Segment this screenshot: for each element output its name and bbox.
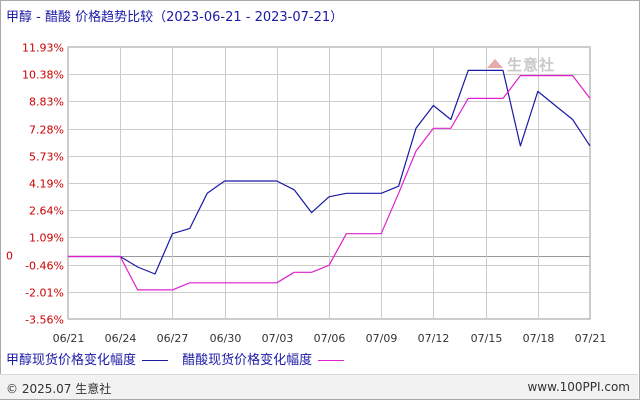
watermark-logo: 生意社 bbox=[487, 54, 555, 75]
y-tick-label: 8.83% bbox=[29, 96, 64, 109]
x-tick-label: 07/15 bbox=[471, 332, 503, 345]
footer-copyright: © 2025.07 生意社 bbox=[6, 382, 112, 396]
series-line-methanol bbox=[68, 69, 591, 275]
x-tick-label: 06/21 bbox=[53, 332, 85, 345]
x-tick-label: 07/03 bbox=[262, 332, 294, 345]
x-tick-label: 07/06 bbox=[314, 332, 346, 345]
x-tick-label: 06/30 bbox=[210, 332, 242, 345]
chart-title: 甲醇 - 醋酸 价格趋势比较（2023-06-21 - 2023-07-21） bbox=[6, 10, 344, 25]
legend-label-methanol: 甲醇现货价格变化幅度 bbox=[6, 353, 137, 368]
series-line-acetic bbox=[68, 74, 591, 291]
footer-site-link[interactable]: www.100PPI.com bbox=[527, 380, 630, 394]
legend-label-acetic: 醋酸现货价格变化幅度 bbox=[182, 353, 313, 368]
y-tick-label: 1.09% bbox=[29, 232, 64, 245]
watermark-text: 生意社 bbox=[507, 56, 556, 74]
y-tick-label: 10.38% bbox=[22, 69, 64, 82]
legend-swatch-methanol bbox=[142, 360, 169, 361]
y-tick-label: 5.73% bbox=[29, 151, 64, 164]
x-tick-label: 07/18 bbox=[523, 332, 555, 345]
x-tick-label: 07/21 bbox=[575, 332, 607, 345]
legend-swatch-acetic bbox=[318, 360, 345, 361]
y-tick-label: -0.46% bbox=[25, 260, 64, 273]
zero-label: 0 bbox=[6, 250, 13, 263]
y-tick-label: -3.56% bbox=[25, 314, 64, 327]
y-tick-label: 2.64% bbox=[29, 205, 64, 218]
x-tick-label: 07/12 bbox=[418, 332, 450, 345]
y-tick-label: -2.01% bbox=[25, 287, 64, 300]
y-tick-label: 11.93% bbox=[22, 42, 64, 55]
y-tick-label: 7.28% bbox=[29, 124, 64, 137]
y-tick-label: 4.19% bbox=[29, 178, 64, 191]
footer: © 2025.07 生意社 www.100PPI.com bbox=[0, 374, 638, 399]
chart-legend: 甲醇现货价格变化幅度 醋酸现货价格变化幅度 bbox=[6, 349, 354, 368]
legend-item-methanol: 甲醇现货价格变化幅度 bbox=[6, 349, 169, 368]
legend-item-acetic: 醋酸现货价格变化幅度 bbox=[182, 349, 345, 368]
x-tick-label: 06/24 bbox=[105, 332, 137, 345]
x-tick-label: 07/09 bbox=[366, 332, 398, 345]
x-tick-label: 06/27 bbox=[157, 332, 189, 345]
house-icon bbox=[487, 59, 503, 68]
